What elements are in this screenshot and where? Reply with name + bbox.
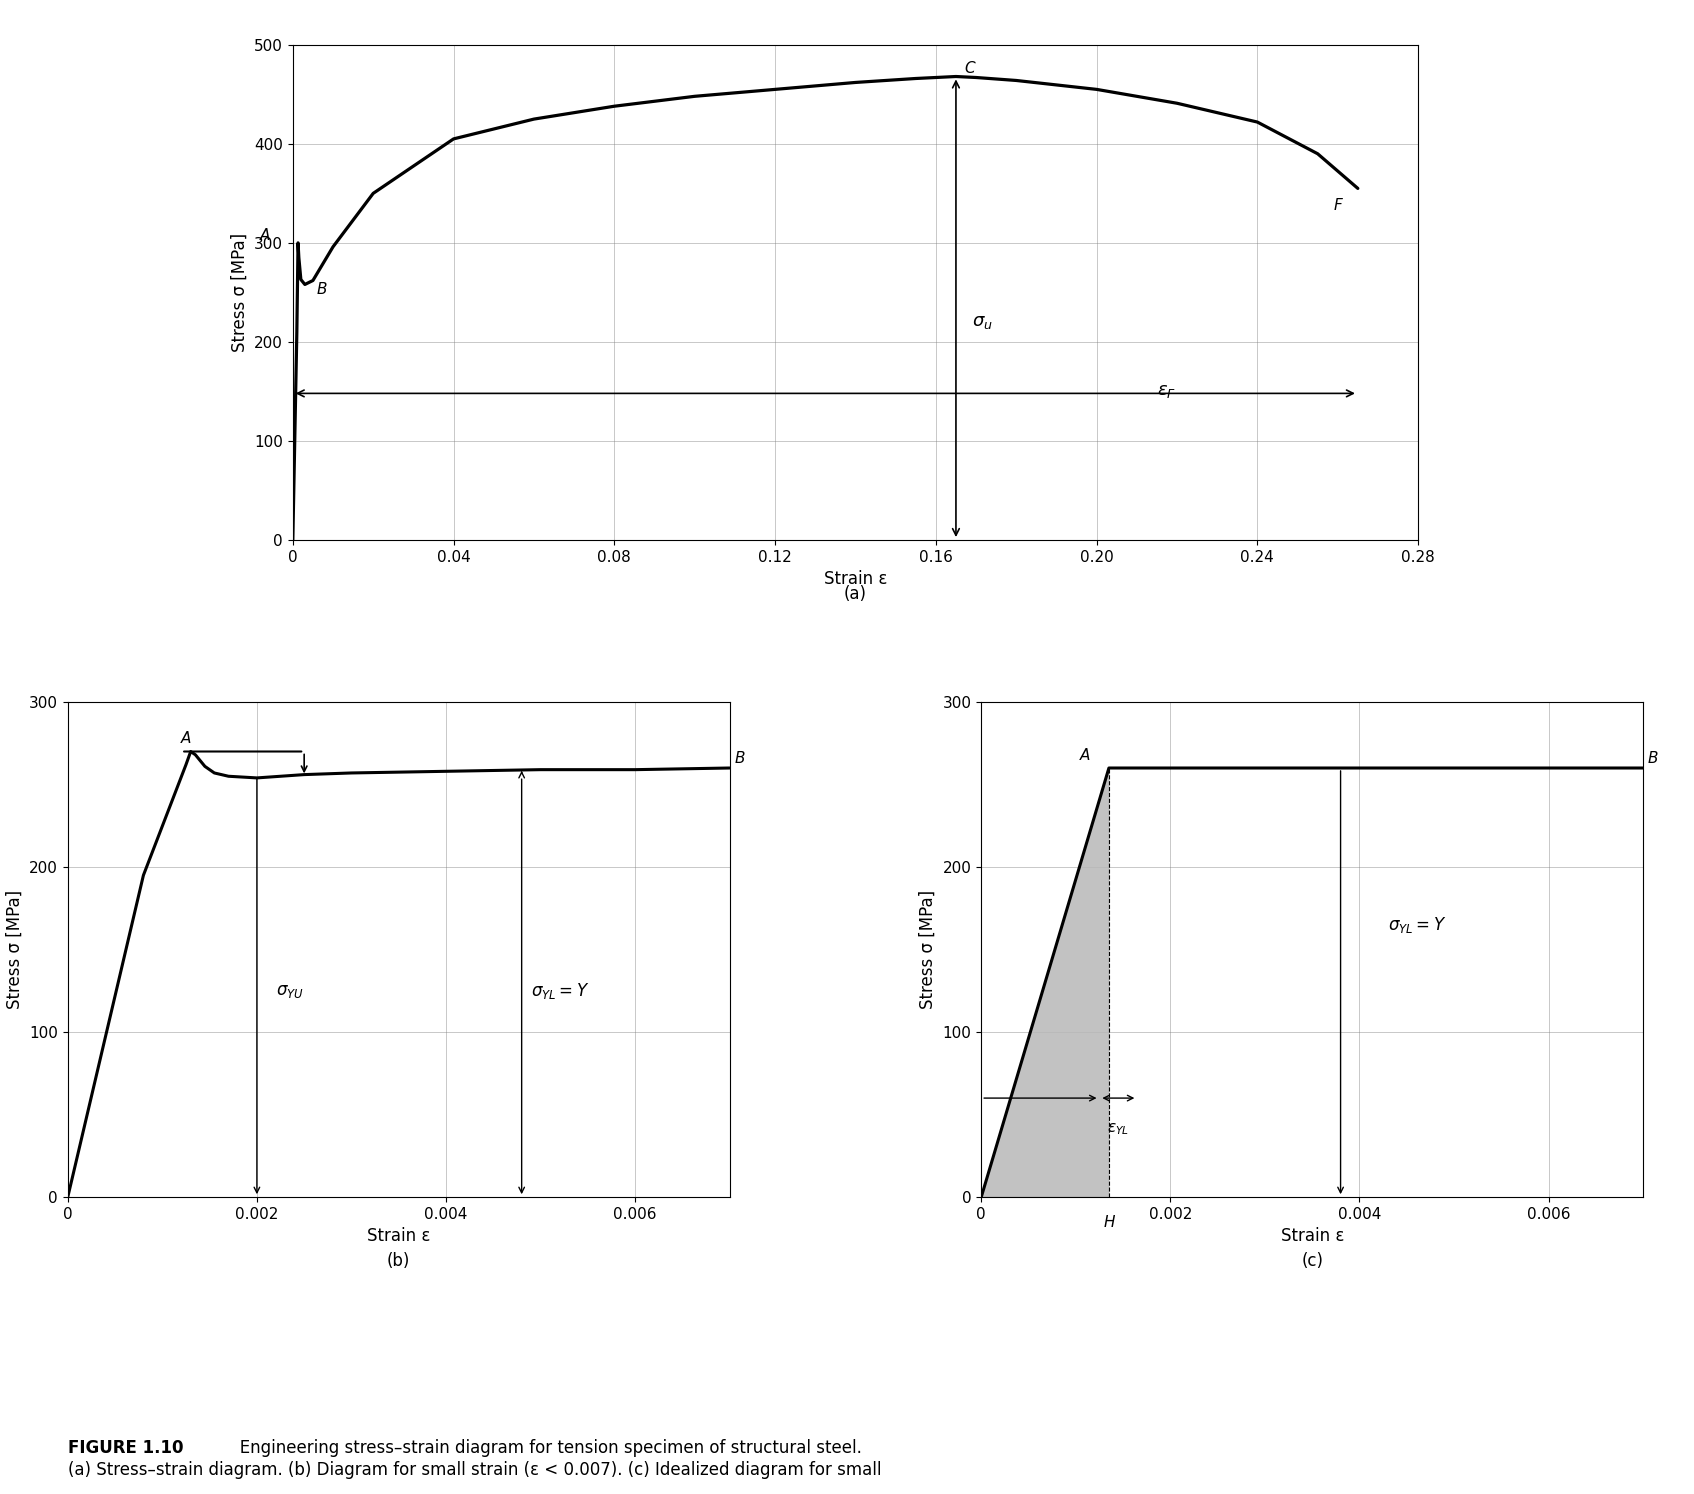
Text: $\sigma_{YL} = Y$: $\sigma_{YL} = Y$ xyxy=(1387,914,1447,935)
Text: $\sigma_u$: $\sigma_u$ xyxy=(972,314,993,332)
Text: $\epsilon_{YL}$: $\epsilon_{YL}$ xyxy=(1108,1120,1130,1137)
Text: (a): (a) xyxy=(844,586,867,604)
Text: $\sigma_{YU}$: $\sigma_{YU}$ xyxy=(276,982,303,999)
Y-axis label: Stress σ [MPa]: Stress σ [MPa] xyxy=(230,233,249,353)
Text: (c): (c) xyxy=(1301,1252,1323,1270)
X-axis label: Strain ε: Strain ε xyxy=(368,1228,430,1246)
Text: (a) Stress–strain diagram. (b) Diagram for small strain (ε < 0.007). (c) Idealiz: (a) Stress–strain diagram. (b) Diagram f… xyxy=(68,1461,881,1479)
Text: $\sigma_{YL} = Y$: $\sigma_{YL} = Y$ xyxy=(532,982,590,1001)
Text: $\epsilon_F$: $\epsilon_F$ xyxy=(1157,382,1176,400)
Text: Engineering stress–strain diagram for tension specimen of structural steel.: Engineering stress–strain diagram for te… xyxy=(224,1439,862,1457)
Text: A: A xyxy=(259,229,269,244)
Text: F: F xyxy=(1333,199,1342,214)
X-axis label: Strain ε: Strain ε xyxy=(1281,1228,1343,1246)
Text: A: A xyxy=(181,731,191,746)
Polygon shape xyxy=(981,768,1110,1197)
Text: (b): (b) xyxy=(386,1252,410,1270)
Y-axis label: Stress σ [MPa]: Stress σ [MPa] xyxy=(918,890,937,1008)
Text: B: B xyxy=(1648,751,1658,766)
Text: H: H xyxy=(1103,1215,1115,1230)
Text: A: A xyxy=(1079,748,1089,763)
X-axis label: Strain ε: Strain ε xyxy=(823,571,888,589)
Y-axis label: Stress σ [MPa]: Stress σ [MPa] xyxy=(5,890,24,1008)
Text: B: B xyxy=(735,751,745,766)
Text: B: B xyxy=(317,282,327,297)
Text: FIGURE 1.10: FIGURE 1.10 xyxy=(68,1439,183,1457)
Text: C: C xyxy=(964,61,974,76)
